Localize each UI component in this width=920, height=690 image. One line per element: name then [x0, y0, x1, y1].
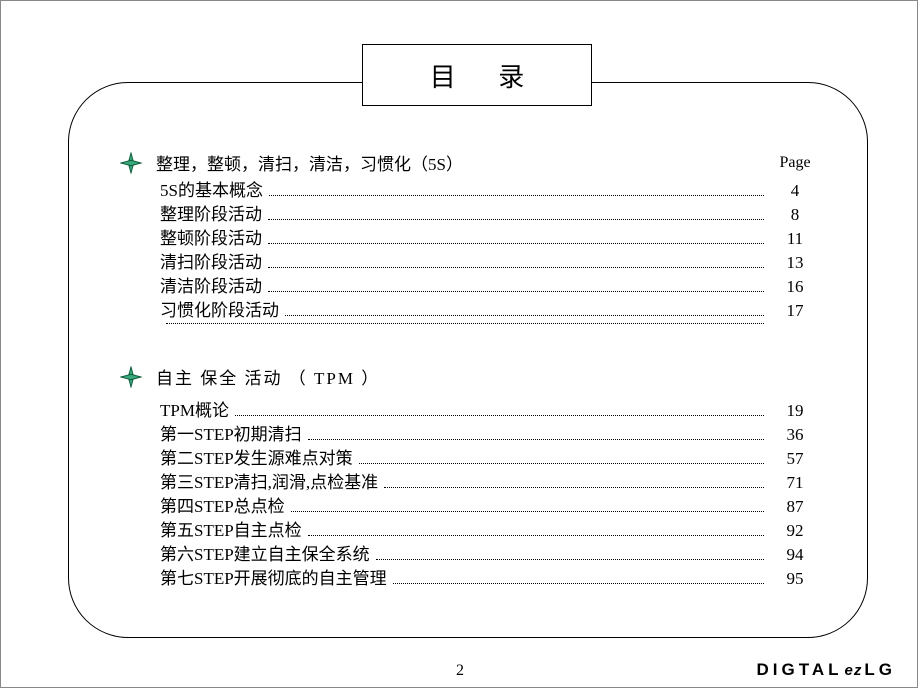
toc-label: TPM概论: [160, 399, 229, 423]
toc-leader-dots: [268, 291, 764, 292]
toc-leader-dots: [166, 323, 764, 324]
diamond-icon: [120, 366, 142, 388]
toc-leader-dots: [393, 583, 764, 584]
toc-label: 整顿阶段活动: [160, 227, 262, 251]
toc-row: 第三STEP清扫,润滑,点检基准 71: [160, 471, 820, 495]
diamond-icon: [120, 152, 142, 174]
toc-row: 清洁阶段活动 16: [160, 275, 820, 299]
toc-page: 16: [770, 275, 820, 299]
toc-leader-dots: [268, 219, 764, 220]
toc-page: 4: [770, 179, 820, 203]
toc-label: 第四STEP总点检: [160, 495, 285, 519]
toc-content: 整理，整顿，清扫，清洁，习惯化（5S） Page 5S的基本概念 4 整理阶段活…: [120, 150, 820, 619]
page-number: 2: [456, 662, 464, 680]
toc-page: 87: [770, 495, 820, 519]
toc-page: 17: [770, 299, 820, 323]
toc-leader-dots: [359, 463, 764, 464]
toc-row: 第四STEP总点检 87: [160, 495, 820, 519]
toc-leader-dots: [269, 195, 764, 196]
toc-page: 11: [770, 227, 820, 251]
toc-row: 整理阶段活动 8: [160, 203, 820, 227]
toc-page: 57: [770, 447, 820, 471]
section-header: 自主 保全 活动 （ TPM ）: [120, 364, 820, 389]
toc-label: 清扫阶段活动: [160, 251, 262, 275]
toc-leader-dots: [268, 243, 764, 244]
toc-row: 第六STEP建立自主保全系统 94: [160, 543, 820, 567]
toc-row: 习惯化阶段活动 17: [160, 299, 820, 323]
toc-row: 整顿阶段活动 11: [160, 227, 820, 251]
toc-page: 8: [770, 203, 820, 227]
footer-brand: DIGTALezLG: [757, 660, 896, 680]
toc-page: 71: [770, 471, 820, 495]
toc-label: 5S的基本概念: [160, 179, 263, 203]
toc-label: 习惯化阶段活动: [160, 299, 279, 323]
section-title: 整理，整顿，清扫，清洁，习惯化（5S）: [156, 150, 463, 175]
page-title: 目 录: [412, 57, 543, 94]
page-header-label: Page: [770, 154, 820, 172]
toc-row: 清扫阶段活动 13: [160, 251, 820, 275]
toc-section-tpm: 自主 保全 活动 （ TPM ） TPM概论 19 第一STEP初期清扫 36 …: [120, 364, 820, 591]
toc-label: 第六STEP建立自主保全系统: [160, 543, 370, 567]
title-box: 目 录: [362, 44, 592, 106]
toc-page: 92: [770, 519, 820, 543]
toc-label: 第五STEP自主点检: [160, 519, 302, 543]
section-title: 自主 保全 活动 （ TPM ）: [156, 364, 380, 389]
toc-page: 95: [770, 567, 820, 591]
toc-row: 第二STEP发生源难点对策 57: [160, 447, 820, 471]
toc-leader-dots: [285, 315, 764, 316]
toc-row: [160, 323, 820, 328]
toc-row: 5S的基本概念 4: [160, 179, 820, 203]
toc-page: 13: [770, 251, 820, 275]
toc-leader-dots: [308, 535, 764, 536]
footer-part3: LG: [864, 660, 896, 679]
toc-row: TPM概论 19: [160, 399, 820, 423]
toc-row: 第七STEP开展彻底的自主管理 95: [160, 567, 820, 591]
toc-leader-dots: [235, 415, 764, 416]
toc-section-5s: 整理，整顿，清扫，清洁，习惯化（5S） Page 5S的基本概念 4 整理阶段活…: [120, 150, 820, 328]
toc-page: 94: [770, 543, 820, 567]
toc-label: 整理阶段活动: [160, 203, 262, 227]
toc-row: 第五STEP自主点检 92: [160, 519, 820, 543]
toc-page: 19: [770, 399, 820, 423]
footer-part1: DIGTAL: [757, 660, 843, 679]
toc-label: 第一STEP初期清扫: [160, 423, 302, 447]
toc-label: 第三STEP清扫,润滑,点检基准: [160, 471, 378, 495]
toc-page: 36: [770, 423, 820, 447]
toc-leader-dots: [384, 487, 764, 488]
toc-leader-dots: [308, 439, 764, 440]
toc-leader-dots: [291, 511, 764, 512]
toc-rows: 5S的基本概念 4 整理阶段活动 8 整顿阶段活动 11 清扫阶段活动 13 清…: [160, 179, 820, 328]
toc-leader-dots: [376, 559, 764, 560]
toc-leader-dots: [268, 267, 764, 268]
toc-label: 第二STEP发生源难点对策: [160, 447, 353, 471]
toc-rows: TPM概论 19 第一STEP初期清扫 36 第二STEP发生源难点对策 57 …: [160, 399, 820, 591]
toc-label: 清洁阶段活动: [160, 275, 262, 299]
footer-part2: ez: [845, 662, 863, 679]
toc-row: 第一STEP初期清扫 36: [160, 423, 820, 447]
section-header: 整理，整顿，清扫，清洁，习惯化（5S） Page: [120, 150, 820, 175]
toc-label: 第七STEP开展彻底的自主管理: [160, 567, 387, 591]
